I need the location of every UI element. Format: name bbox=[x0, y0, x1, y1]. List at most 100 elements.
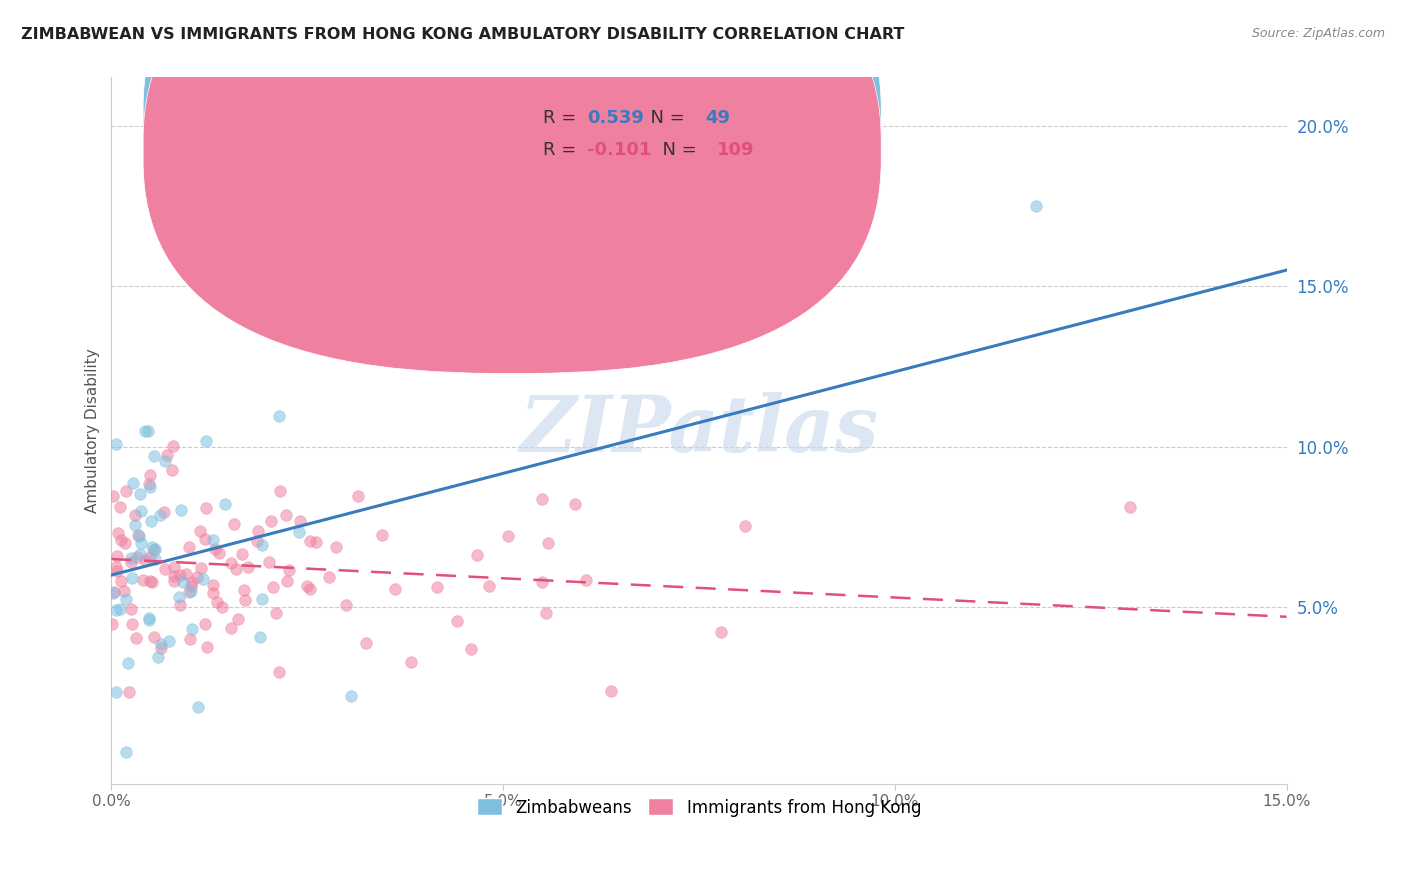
Point bbox=[179, 585, 201, 599]
Point bbox=[139, 480, 162, 494]
Point bbox=[247, 524, 270, 539]
Point bbox=[195, 434, 218, 448]
Point bbox=[177, 540, 200, 554]
Point bbox=[143, 543, 166, 558]
Point bbox=[249, 630, 271, 644]
Point bbox=[138, 611, 160, 625]
Point bbox=[257, 555, 280, 569]
Point bbox=[117, 656, 139, 670]
Point bbox=[120, 555, 142, 569]
Point bbox=[236, 560, 259, 574]
Point bbox=[143, 542, 166, 557]
Point bbox=[128, 529, 150, 543]
Point bbox=[269, 484, 291, 499]
Point bbox=[1119, 500, 1142, 515]
Point bbox=[233, 593, 256, 607]
Point bbox=[478, 578, 501, 592]
Point bbox=[157, 633, 180, 648]
Point bbox=[305, 535, 328, 549]
Point bbox=[103, 585, 125, 599]
Point bbox=[124, 508, 146, 522]
Point bbox=[174, 566, 197, 581]
Point bbox=[170, 503, 193, 517]
Point bbox=[346, 489, 368, 503]
Point bbox=[600, 683, 623, 698]
Point bbox=[190, 524, 212, 539]
FancyBboxPatch shape bbox=[143, 0, 882, 374]
Point bbox=[537, 536, 560, 550]
Legend: Zimbabweans, Immigrants from Hong Kong: Zimbabweans, Immigrants from Hong Kong bbox=[468, 790, 929, 825]
Point bbox=[104, 684, 127, 698]
Point bbox=[153, 505, 176, 519]
Point bbox=[108, 500, 131, 515]
Point bbox=[139, 467, 162, 482]
Point bbox=[121, 571, 143, 585]
FancyBboxPatch shape bbox=[143, 0, 882, 342]
Point bbox=[139, 514, 162, 528]
Point bbox=[141, 575, 163, 590]
Point bbox=[295, 579, 318, 593]
Point bbox=[339, 689, 361, 703]
Point bbox=[180, 584, 202, 599]
Point bbox=[231, 547, 253, 561]
Point bbox=[127, 550, 149, 565]
Point bbox=[204, 541, 226, 556]
Point bbox=[190, 561, 212, 575]
Point bbox=[530, 492, 553, 507]
Text: N =: N = bbox=[640, 110, 690, 128]
Point bbox=[155, 562, 177, 576]
Point bbox=[186, 570, 208, 584]
Point bbox=[399, 655, 422, 669]
Point bbox=[208, 546, 231, 560]
Point bbox=[172, 574, 194, 589]
Point bbox=[105, 436, 128, 450]
Point bbox=[219, 621, 242, 635]
Text: -0.101: -0.101 bbox=[588, 141, 652, 159]
Point bbox=[163, 560, 186, 574]
Point bbox=[142, 450, 165, 464]
Point bbox=[112, 584, 135, 599]
Point bbox=[335, 598, 357, 612]
Point bbox=[169, 598, 191, 612]
Point bbox=[101, 585, 124, 599]
Point bbox=[127, 528, 149, 542]
Point bbox=[129, 536, 152, 550]
Point bbox=[143, 552, 166, 566]
Point bbox=[114, 535, 136, 549]
Point bbox=[460, 641, 482, 656]
Point bbox=[129, 547, 152, 561]
Point bbox=[132, 573, 155, 587]
Point bbox=[298, 533, 321, 548]
Point bbox=[149, 508, 172, 522]
Point bbox=[226, 612, 249, 626]
Point bbox=[734, 519, 756, 533]
Point bbox=[575, 574, 598, 588]
Point bbox=[245, 534, 267, 549]
Point bbox=[121, 616, 143, 631]
Point bbox=[110, 533, 132, 547]
Point bbox=[224, 517, 246, 532]
Point bbox=[202, 578, 225, 592]
Point bbox=[167, 591, 190, 605]
Point bbox=[110, 602, 132, 616]
Point bbox=[318, 570, 340, 584]
Text: N =: N = bbox=[651, 141, 703, 159]
Point bbox=[149, 641, 172, 656]
Point bbox=[195, 640, 218, 654]
Point bbox=[207, 595, 229, 609]
Point bbox=[163, 574, 186, 588]
Point bbox=[114, 484, 136, 499]
Point bbox=[103, 489, 125, 503]
Point bbox=[276, 574, 298, 588]
Point bbox=[290, 515, 312, 529]
Point bbox=[114, 745, 136, 759]
Point bbox=[211, 599, 233, 614]
Point bbox=[129, 487, 152, 501]
Point bbox=[139, 549, 162, 564]
Point bbox=[180, 579, 202, 593]
Point bbox=[146, 650, 169, 665]
Point bbox=[153, 453, 176, 467]
Point bbox=[354, 636, 377, 650]
Point bbox=[225, 561, 247, 575]
Text: ZIPatlas: ZIPatlas bbox=[519, 392, 879, 469]
